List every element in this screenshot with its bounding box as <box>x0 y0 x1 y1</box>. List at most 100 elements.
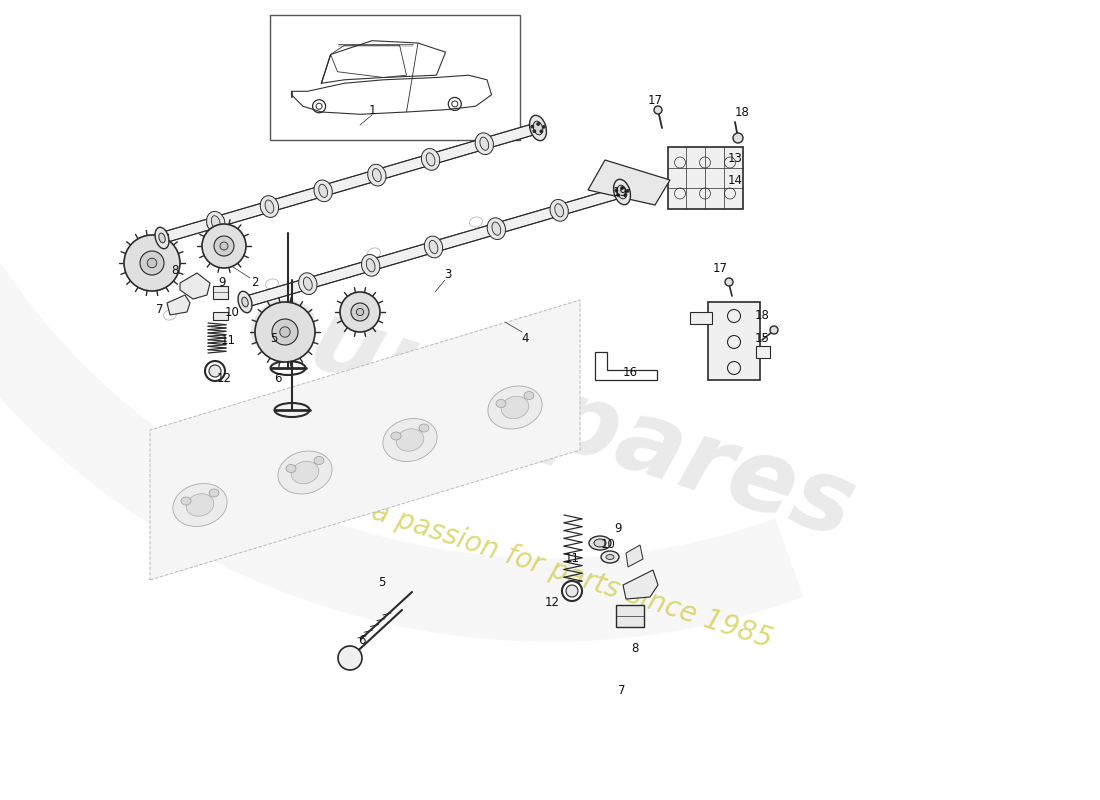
Circle shape <box>220 242 228 250</box>
Text: 12: 12 <box>217 371 231 385</box>
Text: 17: 17 <box>648 94 662 106</box>
Circle shape <box>255 302 315 362</box>
Text: 11: 11 <box>220 334 235 346</box>
Polygon shape <box>626 545 644 567</box>
Text: 3: 3 <box>444 269 452 282</box>
Circle shape <box>124 235 180 291</box>
Circle shape <box>279 326 290 337</box>
Ellipse shape <box>475 133 494 154</box>
Ellipse shape <box>396 429 424 451</box>
Bar <box>690 312 712 324</box>
Circle shape <box>542 126 544 128</box>
Text: 7: 7 <box>618 683 626 697</box>
Circle shape <box>537 123 539 126</box>
Bar <box>708 302 760 380</box>
Circle shape <box>531 126 534 128</box>
Ellipse shape <box>362 254 380 276</box>
Circle shape <box>562 581 582 601</box>
Text: 9: 9 <box>614 522 622 534</box>
Circle shape <box>654 106 662 114</box>
Ellipse shape <box>373 169 382 182</box>
Ellipse shape <box>524 391 534 399</box>
Ellipse shape <box>182 497 191 505</box>
Bar <box>668 147 742 209</box>
Circle shape <box>725 278 733 286</box>
Bar <box>756 346 770 358</box>
Circle shape <box>534 130 536 132</box>
Circle shape <box>733 133 742 143</box>
Circle shape <box>624 194 627 197</box>
Text: 2: 2 <box>251 275 258 289</box>
Ellipse shape <box>480 137 488 150</box>
Text: 6: 6 <box>274 371 282 385</box>
Polygon shape <box>167 295 190 315</box>
Ellipse shape <box>426 153 434 166</box>
Text: 10: 10 <box>601 538 615 551</box>
Text: 9: 9 <box>218 275 226 289</box>
Ellipse shape <box>383 418 437 462</box>
Ellipse shape <box>534 121 542 135</box>
Ellipse shape <box>186 494 213 516</box>
Ellipse shape <box>488 386 542 429</box>
Ellipse shape <box>419 424 429 432</box>
Circle shape <box>205 361 225 381</box>
Text: 19: 19 <box>613 186 627 198</box>
Polygon shape <box>243 186 624 307</box>
Ellipse shape <box>421 149 440 170</box>
Text: 5: 5 <box>271 331 277 345</box>
Ellipse shape <box>588 536 610 550</box>
Ellipse shape <box>292 462 319 484</box>
Ellipse shape <box>529 115 547 141</box>
Circle shape <box>340 292 379 332</box>
Ellipse shape <box>286 465 296 473</box>
Text: 4: 4 <box>521 331 529 345</box>
Ellipse shape <box>492 222 500 235</box>
Ellipse shape <box>390 432 402 440</box>
Text: 6: 6 <box>359 634 365 646</box>
Ellipse shape <box>366 258 375 272</box>
Bar <box>616 605 644 627</box>
Ellipse shape <box>238 291 252 313</box>
Text: 16: 16 <box>623 366 638 378</box>
Ellipse shape <box>554 204 563 217</box>
Text: 1: 1 <box>368 103 376 117</box>
Bar <box>213 312 228 320</box>
Circle shape <box>202 224 246 268</box>
Text: 5: 5 <box>378 575 386 589</box>
Ellipse shape <box>299 273 317 294</box>
Circle shape <box>540 130 542 133</box>
Text: 17: 17 <box>713 262 727 274</box>
Circle shape <box>621 187 624 190</box>
Text: a passion for parts since 1985: a passion for parts since 1985 <box>368 498 776 654</box>
Text: 15: 15 <box>755 331 769 345</box>
Text: 18: 18 <box>735 106 749 118</box>
Ellipse shape <box>606 554 614 559</box>
Ellipse shape <box>304 277 312 290</box>
Bar <box>270 15 520 140</box>
Ellipse shape <box>496 399 506 407</box>
Ellipse shape <box>614 179 630 205</box>
Circle shape <box>617 194 619 196</box>
Ellipse shape <box>594 539 606 547</box>
Polygon shape <box>588 160 670 205</box>
Ellipse shape <box>209 489 219 497</box>
Ellipse shape <box>278 451 332 494</box>
Ellipse shape <box>429 241 438 254</box>
Ellipse shape <box>314 457 324 465</box>
Text: 11: 11 <box>564 551 580 565</box>
Polygon shape <box>180 273 210 299</box>
Ellipse shape <box>617 185 627 199</box>
Text: 10: 10 <box>224 306 240 318</box>
Circle shape <box>338 646 362 670</box>
Text: eurospares: eurospares <box>234 272 866 560</box>
Ellipse shape <box>550 199 569 221</box>
Text: 7: 7 <box>156 303 164 317</box>
Circle shape <box>140 251 164 275</box>
Ellipse shape <box>314 180 332 202</box>
Ellipse shape <box>425 236 442 258</box>
Text: 13: 13 <box>727 151 742 165</box>
Circle shape <box>214 236 234 256</box>
Text: 8: 8 <box>172 263 178 277</box>
Ellipse shape <box>261 196 278 218</box>
Polygon shape <box>150 300 580 580</box>
